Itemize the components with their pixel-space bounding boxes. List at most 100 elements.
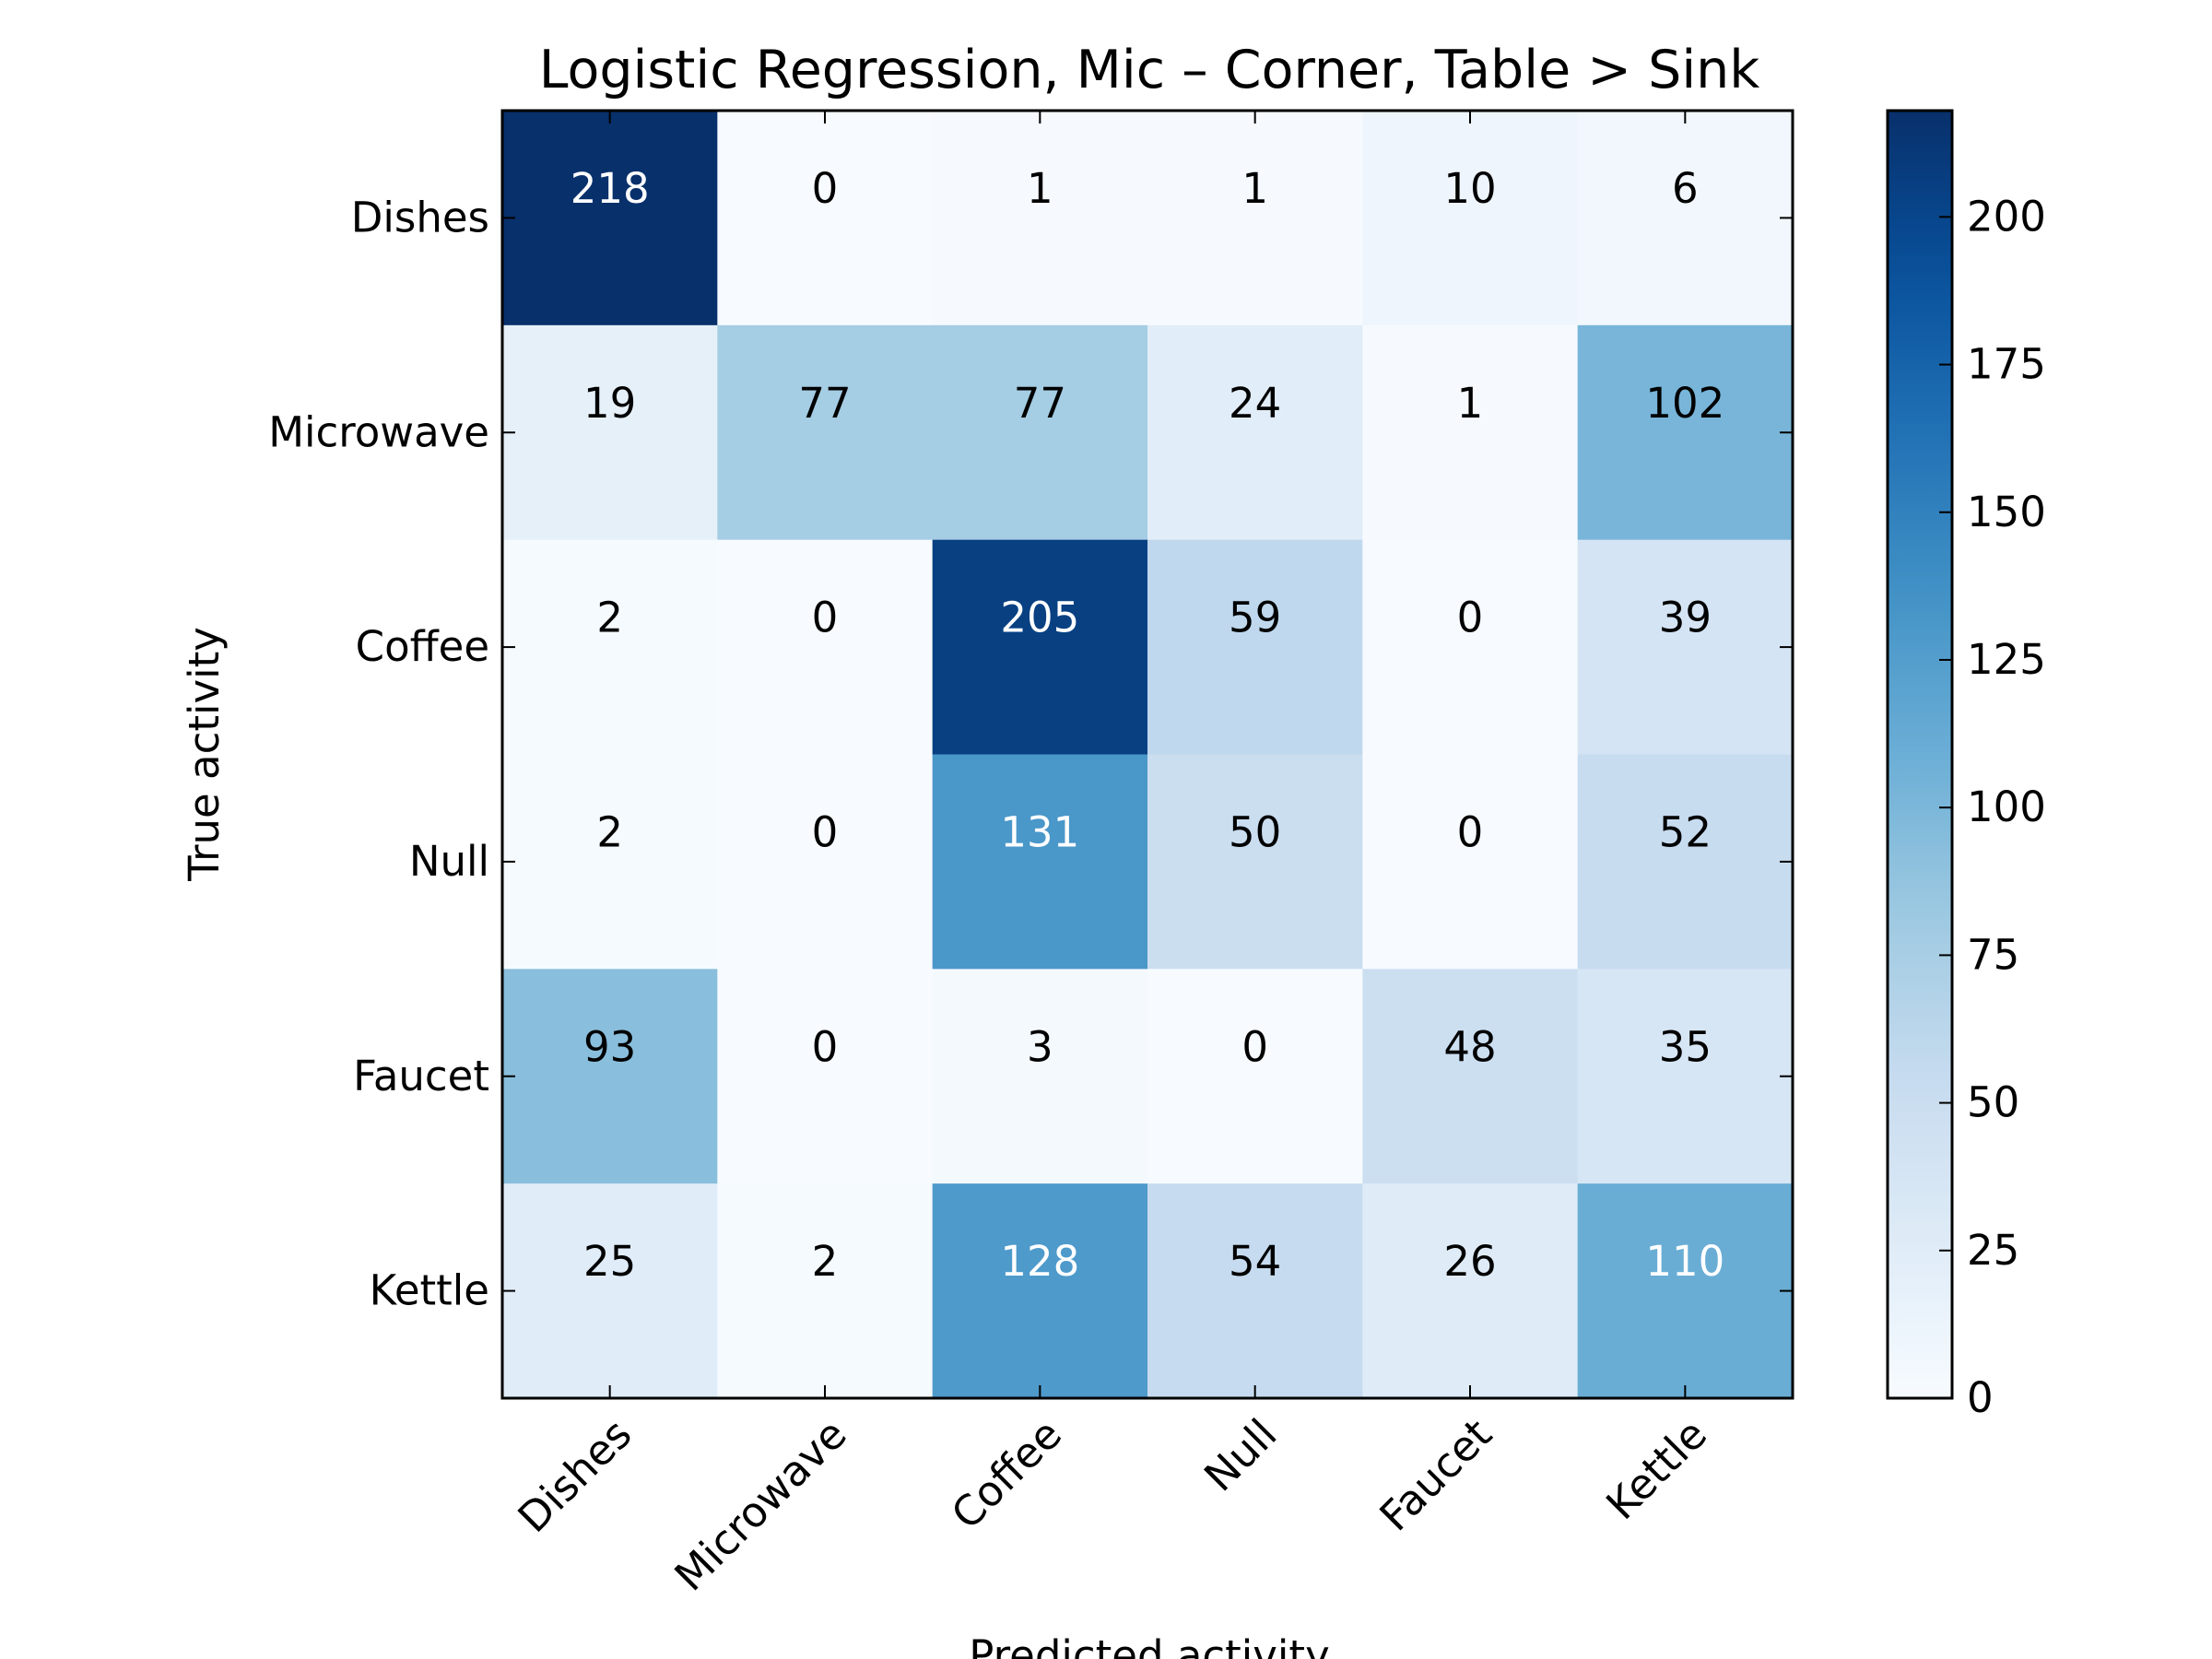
- heatmap-cell: [717, 969, 934, 1184]
- colorbar-tick-label: 75: [1967, 930, 2019, 979]
- cell-value-label: 10: [1443, 164, 1496, 213]
- y-axis-ticks: Dishes Microwave Coffee Null Faucet Kettle: [268, 193, 1793, 1315]
- cell-value-label: 26: [1443, 1237, 1496, 1286]
- colorbar-tick-label: 200: [1967, 192, 2046, 241]
- y-tick-label: Faucet: [353, 1052, 489, 1100]
- heatmap-cell: [1577, 969, 1794, 1184]
- heatmap-cell: [1577, 111, 1794, 326]
- chart-title: Logistic Regression, Mic – Corner, Table…: [539, 40, 1760, 100]
- cell-value-label: 50: [1229, 808, 1281, 857]
- cell-value-label: 0: [1241, 1022, 1268, 1071]
- y-tick-label: Dishes: [351, 193, 489, 241]
- cell-value-label: 2: [812, 1237, 839, 1286]
- heatmap-cell: [932, 539, 1148, 756]
- x-tick-label: Microwave: [665, 1409, 856, 1600]
- heatmap-cell: [1577, 1183, 1794, 1399]
- cell-value-label: 77: [798, 379, 851, 428]
- cell-value-label: 0: [812, 164, 839, 213]
- heatmap-cell: [1362, 754, 1579, 970]
- colorbar: [1886, 109, 1954, 1400]
- cell-value-label: 19: [583, 379, 636, 428]
- heatmap-cell: [502, 969, 718, 1184]
- cell-value-label: 2: [596, 808, 623, 857]
- heatmap-cell: [1147, 324, 1363, 541]
- cell-value-label: 52: [1659, 808, 1712, 857]
- colorbar-tick-label: 150: [1967, 488, 2046, 536]
- heatmap-cell: [502, 1183, 718, 1399]
- y-tick-label: Coffee: [356, 622, 489, 671]
- heatmap-cell: [717, 1183, 934, 1399]
- colorbar-tick-label: 175: [1967, 340, 2046, 389]
- cell-value-label: 1: [1027, 164, 1053, 213]
- heatmap-cell: [502, 324, 718, 541]
- cell-value-label: 102: [1645, 379, 1724, 428]
- cell-value-label: 2: [596, 594, 623, 642]
- heatmap-cell: [1147, 1183, 1363, 1399]
- cell-value-label: 0: [812, 594, 839, 642]
- heatmap-cell: [1362, 1183, 1579, 1399]
- cell-value-label: 1: [1457, 379, 1484, 428]
- x-tick-label: Coffee: [942, 1409, 1071, 1538]
- heatmap-cell: [932, 969, 1148, 1184]
- cell-value-label: 24: [1229, 379, 1281, 428]
- cell-value-label: 0: [1457, 594, 1484, 642]
- heatmap-cell: [1362, 324, 1579, 541]
- colorbar-ticks: 0 25 50 75 100 125 150 175 200: [1939, 192, 2046, 1422]
- cell-value-label: 0: [812, 808, 839, 857]
- cell-value-label: 59: [1229, 594, 1281, 642]
- y-tick-label: Microwave: [268, 407, 489, 456]
- colorbar-tick-label: 25: [1967, 1226, 2019, 1275]
- cell-value-label: 128: [1000, 1237, 1079, 1286]
- heatmap-cell: [932, 111, 1148, 326]
- cell-value-label: 25: [583, 1237, 636, 1286]
- cell-value-label: 218: [571, 164, 650, 213]
- cell-value-label: 3: [1027, 1022, 1053, 1071]
- cell-value-label: 35: [1659, 1022, 1712, 1071]
- heatmap-cell: [1577, 754, 1794, 970]
- heatmap-cell: [1362, 969, 1579, 1184]
- cell-value-label: 131: [1000, 808, 1079, 857]
- y-axis-label: True activity: [180, 627, 229, 882]
- cell-value-label: 93: [583, 1022, 636, 1071]
- colorbar-tick-label: 50: [1967, 1078, 2019, 1127]
- cell-value-label: 6: [1672, 164, 1699, 213]
- x-tick-label: Dishes: [509, 1409, 641, 1542]
- y-tick-label: Null: [409, 837, 489, 886]
- heatmap-cell: [717, 539, 934, 756]
- heatmap-cell: [932, 1183, 1148, 1399]
- heatmap-cell: [717, 324, 934, 541]
- heatmap-cell: [1147, 754, 1363, 970]
- heatmap-cells: [502, 111, 1794, 1399]
- y-tick-label: Kettle: [370, 1266, 489, 1315]
- heatmap-cell: [502, 111, 718, 326]
- heatmap-frame: [500, 109, 1794, 1400]
- heatmap-cell: [717, 754, 934, 970]
- heatmap-cell: [1362, 111, 1579, 326]
- heatmap-cell: [1147, 111, 1363, 326]
- heatmap-cell: [1147, 539, 1363, 756]
- heatmap-cell: [1577, 324, 1794, 541]
- colorbar-tick-label: 125: [1967, 635, 2046, 684]
- heatmap-cell: [932, 324, 1148, 541]
- heatmap-cell: [1147, 969, 1363, 1184]
- cell-value-label: 48: [1443, 1022, 1496, 1071]
- x-tick-label: Kettle: [1596, 1409, 1716, 1529]
- heatmap-cell: [717, 111, 934, 326]
- cell-value-label: 77: [1014, 379, 1066, 428]
- x-tick-label: Null: [1194, 1409, 1286, 1500]
- cell-value-label: 0: [1457, 808, 1484, 857]
- heatmap-cell: [1577, 539, 1794, 756]
- heatmap-cell: [502, 539, 718, 756]
- colorbar-tick-label: 100: [1967, 782, 2046, 831]
- cell-value-label: 39: [1659, 594, 1712, 642]
- cell-value-label: 54: [1229, 1237, 1281, 1286]
- cell-value-label: 1: [1241, 164, 1268, 213]
- x-axis-label: Predicted activity: [969, 1631, 1329, 1659]
- cell-value-label: 110: [1645, 1237, 1724, 1286]
- heatmap-cell: [1362, 539, 1579, 756]
- x-tick-label: Faucet: [1371, 1409, 1501, 1540]
- heatmap-cell: [932, 754, 1148, 970]
- cell-value-label: 0: [812, 1022, 839, 1071]
